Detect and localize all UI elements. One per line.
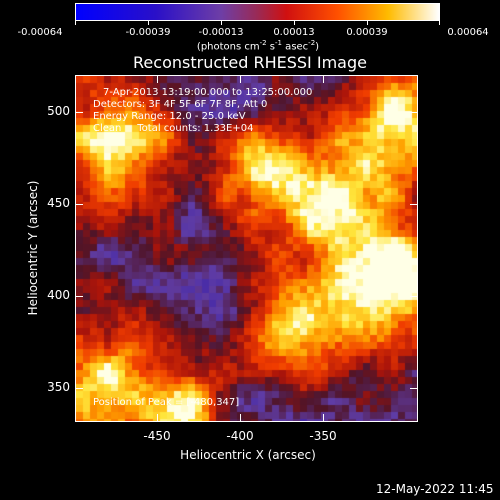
x-tick [323, 76, 324, 83]
colorbar-tick [439, 21, 440, 25]
x-tick [157, 76, 158, 83]
image-title: Reconstructed RHESSI Image [133, 53, 367, 72]
y-tick [76, 112, 83, 113]
y-axis-label: Heliocentric Y (arcsec) [26, 180, 40, 316]
y-tick [410, 204, 417, 205]
y-tick [76, 204, 83, 205]
colorbar-tick [75, 21, 76, 25]
peak-position-text: Position of Peak = [-480,347] [93, 397, 240, 408]
energy-range-text: Energy Range: 12.0 - 25.0 keV [93, 111, 246, 122]
colorbar-tick [367, 21, 368, 25]
x-tick-label: -350 [309, 429, 337, 443]
y-tick-label: 400 [47, 288, 70, 302]
plot-frame [75, 75, 418, 422]
colorbar-units: (photons cm-2 s-1 asec-2) [196, 39, 320, 53]
y-tick [410, 388, 417, 389]
colorbar-tick-label: -0.00064 [17, 27, 63, 38]
x-tick [240, 414, 241, 421]
y-tick-label: 500 [47, 104, 70, 118]
render-timestamp: 12-May-2022 11:45 [376, 482, 494, 496]
y-tick-label: 350 [47, 380, 70, 394]
colorbar-tick-label: 0.00013 [273, 27, 315, 38]
x-tick [240, 76, 241, 83]
heatmap-image [76, 76, 417, 421]
colorbar-tick-label: 0.00064 [447, 27, 489, 38]
y-tick [76, 296, 83, 297]
colorbar-tick-label: -0.00013 [198, 27, 244, 38]
y-tick-label: 450 [47, 196, 70, 210]
y-tick [410, 112, 417, 113]
colorbar-tick [221, 21, 222, 25]
x-axis-label: Heliocentric X (arcsec) [180, 448, 316, 462]
colorbar-tick-label: -0.00039 [125, 27, 171, 38]
y-tick [76, 388, 83, 389]
x-tick [323, 414, 324, 421]
time-range-text: 7-Apr-2013 13:19:00.000 to 13:25:00.000 [103, 87, 313, 98]
x-tick-label: -450 [143, 429, 171, 443]
clean-counts-text: Clean Total counts: 1.33E+04 [93, 123, 254, 134]
x-tick [157, 414, 158, 421]
colorbar [75, 3, 440, 21]
colorbar-tick [294, 21, 295, 25]
y-tick [410, 296, 417, 297]
detectors-text: Detectors: 3F 4F 5F 6F 7F 8F, Att 0 [93, 99, 268, 110]
x-tick-label: -400 [226, 429, 254, 443]
colorbar-tick-label: 0.00039 [346, 27, 388, 38]
colorbar-tick [148, 21, 149, 25]
